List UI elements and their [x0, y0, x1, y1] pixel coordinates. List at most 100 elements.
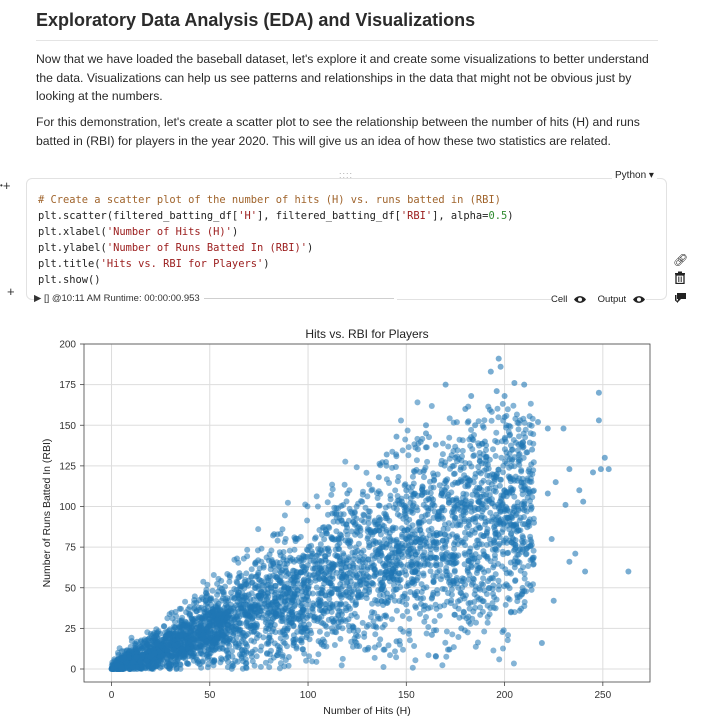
scatter-point — [464, 475, 471, 482]
scatter-point — [492, 453, 499, 459]
language-selector[interactable]: Python ▾ — [612, 170, 657, 181]
comment-icon[interactable] — [673, 290, 687, 310]
scatter-point — [282, 568, 289, 575]
scatter-point — [473, 619, 479, 626]
scatter-point — [337, 616, 344, 623]
scatter-point — [460, 512, 467, 518]
paragraph-1-line-2: the data. Visualizations can help us see… — [36, 70, 632, 85]
scatter-point — [500, 645, 506, 652]
scatter-point — [262, 659, 269, 666]
scatter-point — [500, 539, 507, 546]
heading-divider — [36, 40, 658, 41]
scatter-point — [393, 654, 400, 661]
scatter-point — [345, 537, 352, 544]
scatter-point — [304, 517, 311, 524]
scatter-point — [504, 637, 511, 644]
scatter-point — [421, 618, 428, 625]
scatter-point — [495, 466, 502, 473]
scatter-point — [455, 552, 462, 559]
scatter-point — [256, 632, 263, 639]
scatter-point — [468, 426, 475, 433]
scatter-point — [346, 505, 353, 512]
scatter-point — [256, 577, 263, 584]
scatter-point — [170, 647, 177, 653]
scatter-point — [498, 454, 505, 461]
scatter-point — [452, 454, 459, 461]
add-cell-above-button[interactable]: •+ — [0, 178, 11, 193]
scatter-point — [277, 660, 284, 667]
scatter-point — [291, 567, 298, 574]
scatter-point — [394, 478, 401, 485]
scatter-point — [497, 363, 504, 370]
scatter-point — [339, 655, 346, 662]
scatter-point — [450, 507, 457, 513]
scatter-point — [495, 586, 502, 593]
link-icon[interactable]: 🔗︎ — [673, 253, 689, 267]
scatter-point — [530, 547, 537, 554]
scatter-point — [544, 490, 551, 497]
scatter-point — [501, 393, 508, 399]
scatter-point — [411, 643, 418, 649]
scatter-point — [173, 658, 180, 665]
scatter-point — [488, 574, 495, 581]
scatter-point — [128, 638, 135, 645]
scatter-point — [432, 653, 439, 659]
scatter-point — [429, 501, 436, 508]
scatter-point — [550, 597, 557, 604]
trash-icon[interactable] — [673, 270, 687, 290]
cell-drag-handle[interactable]: :::: — [339, 170, 354, 180]
scatter-point — [409, 664, 416, 671]
scatter-point — [315, 651, 322, 658]
scatter-point — [210, 572, 217, 578]
scatter-point — [492, 571, 499, 578]
scatter-point — [601, 454, 608, 461]
scatter-point — [306, 653, 313, 660]
scatter-point — [415, 440, 422, 447]
add-cell-arrow-icon: • — [0, 181, 3, 190]
scatter-point — [348, 588, 355, 595]
code-editor[interactable]: # Create a scatter plot of the number of… — [38, 192, 514, 288]
scatter-point — [313, 493, 320, 500]
scatter-point — [462, 498, 469, 505]
scatter-point — [267, 657, 274, 664]
scatter-point — [202, 598, 209, 605]
scatter-point — [209, 587, 216, 594]
scatter-point — [485, 403, 492, 410]
scatter-point — [481, 417, 488, 424]
scatter-point — [266, 551, 273, 558]
add-cell-below-button[interactable]: + — [7, 284, 15, 299]
scatter-point — [410, 480, 417, 487]
scatter-point — [472, 470, 479, 477]
scatter-point — [471, 452, 478, 459]
scatter-point — [423, 630, 430, 637]
scatter-point — [459, 575, 466, 582]
scatter-point — [322, 526, 329, 533]
scatter-point — [361, 512, 368, 519]
scatter-point — [205, 623, 212, 630]
scatter-point — [443, 653, 450, 660]
scatter-point — [348, 612, 355, 619]
scatter-point — [507, 423, 514, 430]
run-status[interactable]: ▶ [] @10:11 AM Runtime: 00:00:00.953 — [34, 293, 398, 304]
scatter-point — [464, 567, 471, 574]
scatter-point — [473, 562, 480, 569]
scatter-point — [475, 440, 482, 447]
scatter-point — [420, 595, 427, 602]
scatter-point — [406, 615, 413, 622]
scatter-point — [319, 587, 326, 594]
scatter-point — [434, 590, 441, 597]
code-line: plt.title('Hits vs. RBI for Players') — [38, 258, 270, 270]
scatter-point — [455, 521, 462, 528]
scatter-point — [433, 627, 440, 634]
scatter-point — [480, 575, 487, 582]
scatter-point — [512, 473, 519, 480]
scatter-point — [386, 533, 393, 540]
scatter-point — [511, 609, 518, 616]
scatter-point — [477, 595, 484, 602]
eye-icon[interactable] — [632, 295, 646, 304]
scatter-point — [191, 600, 198, 607]
code-cell[interactable] — [26, 178, 667, 300]
scatter-point — [434, 569, 441, 576]
eye-icon[interactable] — [573, 295, 587, 304]
scatter-point — [186, 612, 193, 619]
